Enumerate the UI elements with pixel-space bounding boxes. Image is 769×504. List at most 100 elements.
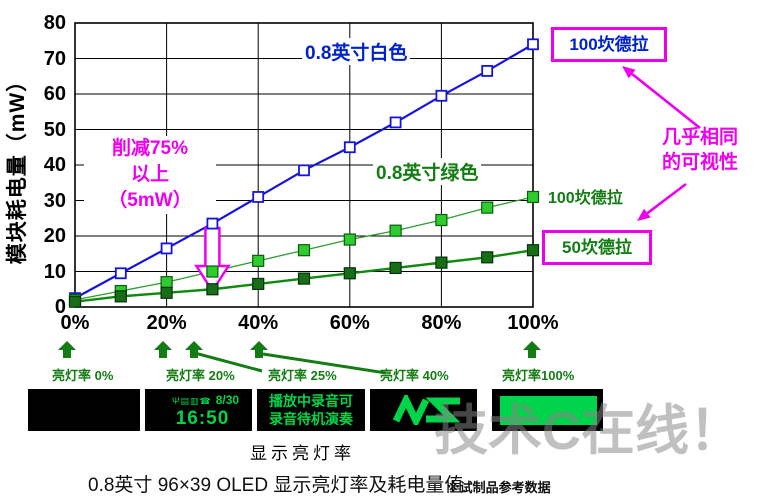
data-point-s0 [389,116,402,129]
lit-rate-up-arrow-icon [185,341,203,350]
reduction-down-arrow-icon [194,226,231,294]
lit-rate-label: 亮灯率 25% [268,368,337,383]
lit-rate-up-arrow-icon [159,349,167,358]
data-point-s0 [527,38,539,51]
data-point-s2 [481,251,494,264]
y-tick-label: 40 [43,154,66,176]
status-icons: Ψ▤▥☎ [171,396,212,406]
data-point-s2 [252,277,265,291]
display-time: 16:50 [175,408,230,429]
x-tick-label: 60% [329,312,370,334]
ns-logo-icon [392,391,461,430]
series-line-2 [74,249,534,303]
y-tick-label: 30 [43,189,66,212]
data-point-s1 [297,244,311,257]
reduction-annotation: 削减75% 以上 （5mW） [84,136,216,214]
x-tick-label: 40% [238,312,279,334]
y-tick-label: 50 [43,118,66,141]
data-point-s2 [526,244,540,257]
oled-display-25%: 播放中录音可 录音待机演奏 [257,389,365,431]
data-point-s0 [114,267,127,280]
data-point-s1 [435,213,448,227]
data-point-s1 [160,276,173,289]
reduction-line-2: 以上 [130,164,169,185]
oled-display-0% [28,389,140,431]
strip-caption: 显示亮灯率 [250,444,355,463]
data-point-s2 [68,295,82,308]
data-point-s1 [389,224,402,237]
lit-rate-up-arrow-icon [255,349,263,358]
data-point-s0 [298,164,310,177]
y-tick-label: 80 [43,12,66,34]
reduction-line-3: （5mW） [108,190,192,211]
data-point-s2 [297,272,311,285]
lit-rate-up-arrow-icon [250,341,268,350]
reduction-line-1: 削减75% [111,138,189,159]
x-tick-label: 100% [507,312,559,334]
data-point-s2 [389,261,402,275]
visibility-arrow [646,182,687,215]
y-tick-label: 70 [43,47,66,70]
lit-rate-up-arrow-icon [523,341,541,350]
candela-box-green-50: 50坎德拉 [542,230,652,265]
data-point-s1 [481,201,494,214]
data-point-s0 [69,292,81,305]
visibility-line-2: 的可视性 [662,152,739,173]
y-tick-label: 10 [43,260,66,283]
x-tick-label: 0% [60,312,90,334]
oled-display-20%: Ψ▤▥☎ 8/30 16:50 [145,389,252,431]
data-point-s2 [160,286,173,299]
visibility-annotation: 几乎相同 的可视性 [662,125,738,175]
y-tick-label: 60 [43,83,66,105]
display-text: 播放中录音可 录音待机演奏 [257,389,365,428]
candela-box-white-label: 100坎德拉 [569,35,649,54]
series-label-white: 0.8英寸白色 [302,38,411,65]
y-tick-label: 0 [54,296,66,318]
candela-label-green-100: 100坎德拉 [548,190,623,207]
display-text-line: 播放中录音可 [269,393,353,409]
lit-rate-label: 亮灯率 40% [380,368,449,383]
candela-box-white: 100坎德拉 [551,27,667,62]
oled-display-40% [370,389,477,431]
x-tick-label: 20% [146,312,187,334]
data-point-s2 [435,256,448,269]
data-point-s1 [114,284,127,298]
watermark: 技术C在线！ [434,401,743,461]
lit-rate-up-arrow-icon [154,341,172,350]
data-point-s2 [114,290,127,303]
visibility-arrowhead-icon [622,66,636,79]
lit-rate-label: 亮灯率 0% [52,368,114,383]
display-status-row: Ψ▤▥☎ 8/30 [145,389,252,409]
lit-rate-up-arrow-icon [58,341,76,350]
data-point-s0 [160,242,173,255]
data-point-s2 [206,283,219,296]
y-tick-label: 20 [43,225,66,247]
data-point-s1 [68,293,82,306]
visibility-line-1: 几乎相同 [662,127,739,148]
data-point-s0 [343,141,356,154]
data-point-s0 [206,217,219,230]
display-date: 8/30 [215,393,240,407]
data-point-s0 [252,191,265,203]
figure-caption-note: ※试制品参考数据 [447,480,551,495]
data-point-s1 [343,233,356,246]
series-label-green: 0.8英寸绿色 [373,158,482,185]
lit-rate-up-arrow-icon [528,349,536,358]
lit-rate-up-arrow-icon [63,349,71,358]
data-point-s1 [252,254,265,267]
display-full-lit [500,396,597,425]
data-point-s0 [435,89,448,102]
lit-rate-up-arrow-icon [190,349,198,358]
oled-display-100% [492,389,603,431]
display-text-line: 录音待机演奏 [269,411,353,427]
visibility-arrowhead-icon [637,208,651,221]
figure-caption: 0.8英寸 96×39 OLED 显示亮灯率及耗电量值 [88,475,464,496]
candela-box-green-50-label: 50坎德拉 [562,238,632,257]
data-point-s0 [481,65,494,77]
lit-rate-label: 亮灯率 20% [166,368,235,383]
data-point-s1 [526,190,540,204]
lit-rate-label: 亮灯率100% [502,368,575,383]
data-point-s1 [206,265,219,278]
data-point-s2 [343,267,356,280]
